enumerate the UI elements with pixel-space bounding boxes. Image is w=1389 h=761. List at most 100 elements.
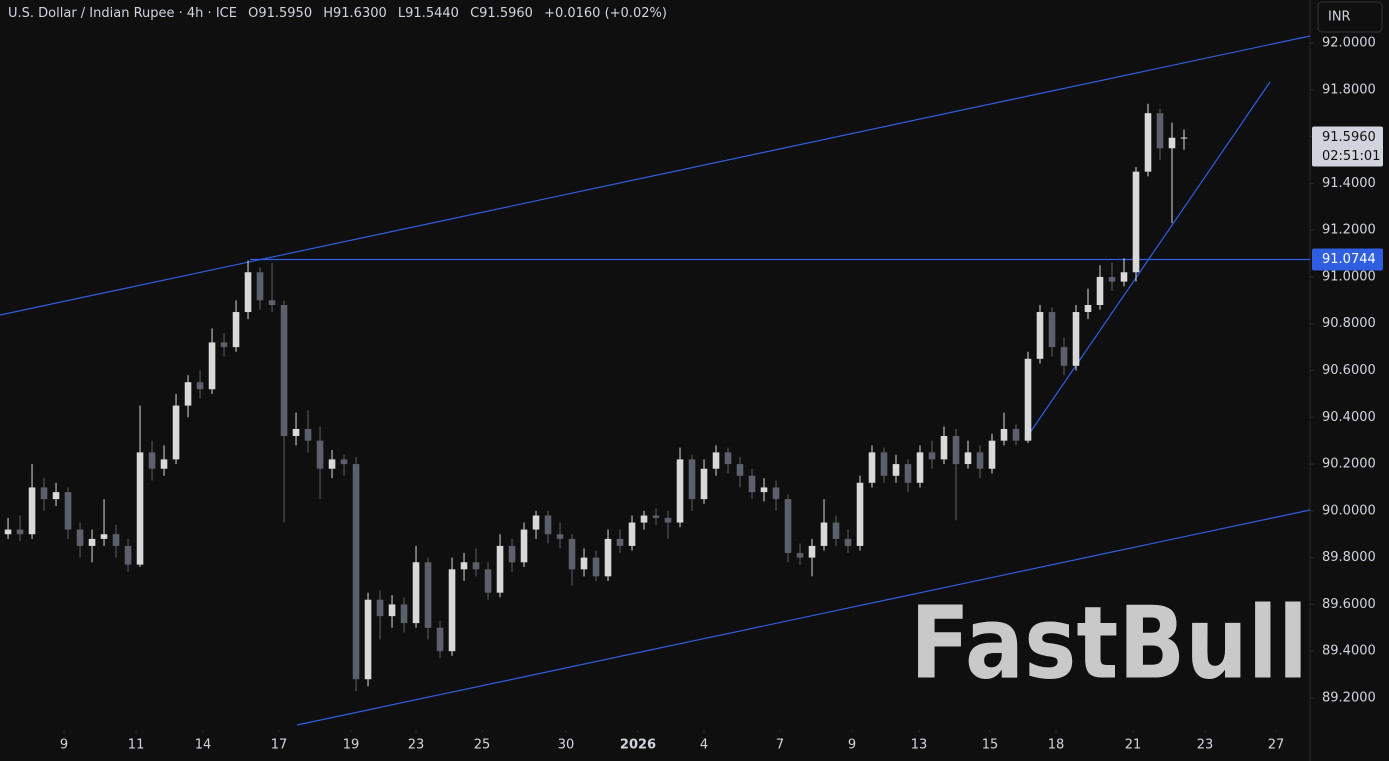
x-tick-label: 19	[343, 738, 360, 753]
candle-body	[1084, 305, 1092, 313]
candle-body	[1000, 428, 1008, 441]
x-tick-label: 11	[128, 738, 145, 753]
candle-body	[820, 522, 828, 546]
candle-body	[868, 452, 876, 483]
candle-body	[1048, 312, 1056, 348]
candle-body	[304, 428, 312, 441]
candle-body	[196, 382, 204, 390]
candle-body	[208, 342, 216, 390]
candle-body	[1108, 276, 1116, 282]
candle-body	[592, 557, 600, 577]
upper-channel-line	[0, 35, 1311, 316]
candle-body	[640, 515, 648, 523]
candle-body	[832, 522, 840, 539]
y-tick-label: 90.8000	[1322, 316, 1376, 331]
candle-body	[784, 499, 792, 553]
x-tick-label: 4	[700, 738, 708, 753]
lower-channel-line	[296, 509, 1311, 726]
candle-body	[232, 312, 240, 348]
candle-body	[1036, 312, 1044, 359]
x-tick-label: 27	[1268, 738, 1285, 753]
currency-button[interactable]	[1317, 1, 1383, 33]
candle-body	[1132, 171, 1140, 273]
candle-body	[280, 305, 288, 436]
candle-body	[124, 545, 132, 565]
candle-body	[376, 599, 384, 617]
x-tick-label: 17	[271, 738, 288, 753]
candle-body	[148, 452, 156, 469]
candle-body	[88, 538, 96, 546]
ohlc-change: +0.0160 (+0.02%)	[544, 6, 667, 21]
y-tick-label: 91.0000	[1322, 269, 1376, 284]
candle-body	[772, 487, 780, 500]
candle-body	[520, 529, 528, 563]
candle-body	[1096, 276, 1104, 306]
candle-body	[568, 538, 576, 570]
candle-body	[292, 428, 300, 436]
ohlc-close: C91.5960	[470, 6, 533, 21]
candle-body	[412, 562, 420, 624]
candle-body	[160, 459, 168, 469]
candle-body	[1024, 358, 1032, 441]
x-tick-label: 9	[848, 738, 856, 753]
candle-body	[496, 545, 504, 593]
candle-body	[112, 534, 120, 546]
candle-body	[988, 440, 996, 469]
candle-body	[388, 604, 396, 617]
y-tick-label: 92.0000	[1322, 36, 1376, 51]
ohlc-low: L91.5440	[397, 6, 459, 21]
candle-body	[688, 459, 696, 500]
x-tick-label: 2026	[620, 738, 656, 753]
last-price-badge	[1312, 126, 1383, 167]
candle-body	[340, 459, 348, 465]
x-tick-label: 21	[1125, 738, 1142, 753]
candle-body	[760, 487, 768, 493]
candle-body	[244, 272, 252, 313]
last-price-label: 91.5960	[1322, 130, 1376, 145]
y-tick-label: 89.2000	[1322, 690, 1376, 705]
x-tick-label: 13	[911, 738, 928, 753]
candle-body	[400, 604, 408, 624]
watermark: FastBull	[910, 584, 1308, 701]
candle-body	[544, 515, 552, 535]
candle-body	[1060, 347, 1068, 366]
x-tick-label: 23	[408, 738, 425, 753]
candle-body	[1012, 428, 1020, 441]
support-trendline	[1024, 81, 1271, 441]
y-tick-label: 89.4000	[1322, 644, 1376, 659]
candle-body	[1168, 137, 1176, 149]
candle-body	[532, 515, 540, 530]
candle-body	[748, 475, 756, 493]
candle-body	[220, 342, 228, 348]
candle-body	[916, 452, 924, 483]
currency-label[interactable]: INR	[1328, 10, 1351, 25]
candle-body	[256, 272, 264, 301]
y-tick-label: 90.4000	[1322, 410, 1376, 425]
candle-body	[964, 452, 972, 465]
y-tick-label: 90.6000	[1322, 363, 1376, 378]
ohlc-high: H91.6300	[323, 6, 387, 21]
candle-body	[724, 452, 732, 465]
candle-body	[796, 552, 804, 558]
horizontal-level-badge	[1312, 248, 1383, 271]
candle-body	[172, 405, 180, 460]
candle-body	[64, 492, 72, 530]
candle-body	[184, 382, 192, 406]
ohlc-open: O91.5950	[248, 6, 313, 21]
candle-body	[604, 538, 612, 577]
candle-body	[628, 522, 636, 546]
x-tick-label: 15	[982, 738, 999, 753]
candle-body	[76, 529, 84, 546]
candle-body	[448, 569, 456, 652]
horizontal-level-label: 91.0744	[1322, 252, 1376, 267]
candle-body	[1156, 113, 1164, 149]
y-tick-label: 91.4000	[1322, 176, 1376, 191]
y-tick-label: 89.6000	[1322, 597, 1376, 612]
x-tick-label: 14	[195, 738, 212, 753]
y-tick-label: 90.0000	[1322, 503, 1376, 518]
candle-body	[1144, 113, 1152, 172]
candle-body	[484, 569, 492, 593]
candle-body	[472, 562, 480, 570]
candle-body	[352, 464, 360, 680]
candle-body	[700, 468, 708, 500]
